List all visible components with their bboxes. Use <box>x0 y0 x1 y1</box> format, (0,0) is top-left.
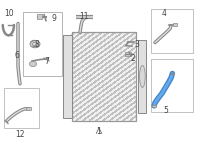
Bar <box>26 107 31 110</box>
Text: 11: 11 <box>79 12 89 21</box>
Bar <box>151 59 193 112</box>
Bar <box>23 12 62 76</box>
Text: 9: 9 <box>52 14 56 23</box>
Text: 7: 7 <box>45 56 49 66</box>
Bar <box>4 88 39 128</box>
Bar <box>151 9 193 53</box>
Bar <box>72 32 136 121</box>
Text: 10: 10 <box>4 9 14 18</box>
Circle shape <box>29 61 37 67</box>
Bar <box>37 14 42 19</box>
Text: 2: 2 <box>131 54 135 63</box>
Text: 3: 3 <box>135 40 139 49</box>
Ellipse shape <box>140 65 145 87</box>
Text: 12: 12 <box>15 130 25 139</box>
Bar <box>63 35 72 118</box>
Circle shape <box>33 42 37 46</box>
Text: 8: 8 <box>35 40 39 49</box>
Text: 5: 5 <box>164 106 168 116</box>
Text: 1: 1 <box>97 127 101 136</box>
Circle shape <box>30 40 40 48</box>
Bar <box>138 40 146 113</box>
Bar <box>173 23 177 26</box>
Text: 4: 4 <box>162 9 166 18</box>
Bar <box>152 105 156 107</box>
Text: 6: 6 <box>15 51 19 60</box>
Bar <box>72 32 136 121</box>
Bar <box>125 52 131 56</box>
